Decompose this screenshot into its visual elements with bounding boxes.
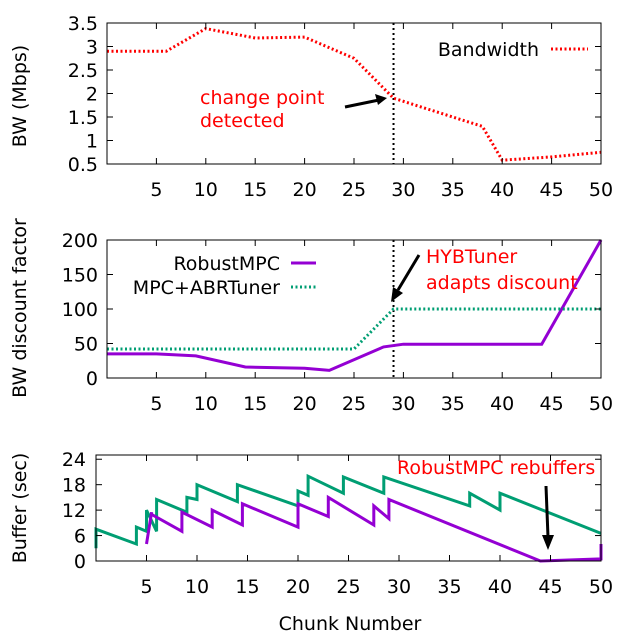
- xtick-label: 35: [441, 393, 465, 415]
- panel3-annotation-line1: RobustMPC rebuffers: [397, 457, 595, 479]
- xtick-label: 35: [441, 179, 465, 201]
- ytick-label: 50: [74, 334, 98, 356]
- xtick-label: 15: [243, 393, 267, 415]
- panel1-annotation-arrowhead: [375, 94, 387, 105]
- ytick-label: 1.5: [68, 107, 98, 129]
- xtick-label: 20: [293, 179, 317, 201]
- ytick-label: 12: [62, 500, 86, 522]
- xtick-label: 30: [391, 393, 415, 415]
- ytick-label: 2.5: [68, 60, 98, 82]
- panel-discount: BW discount factor 5 10 15 20 25 30 35 40 45 50 0 5…: [9, 218, 613, 415]
- panel1-ylabel: BW (Mbps): [9, 45, 31, 147]
- series-line-bandwidth: [107, 27, 602, 162]
- series-line-robustmpc: [107, 239, 603, 372]
- xtick-label: 45: [538, 576, 562, 598]
- panel2-legend: RobustMPC MPC+ABRTuner: [133, 253, 316, 299]
- ytick-label: 0: [74, 551, 86, 573]
- panel2-annotation-arrow: [396, 254, 421, 291]
- xtick-label: 5: [150, 179, 162, 201]
- xtick-label: 30: [387, 576, 411, 598]
- ytick-label: 18: [62, 475, 86, 497]
- series-line-robustmpc: [145, 494, 603, 563]
- xtick-label: 45: [540, 179, 564, 201]
- ytick-label: 3: [86, 37, 98, 59]
- ytick-label: 0: [86, 368, 98, 390]
- xtick-label: 25: [342, 393, 366, 415]
- panel2-ylabel: BW discount factor: [9, 218, 31, 398]
- xtick-label: 40: [488, 576, 512, 598]
- xtick-label: 40: [490, 179, 514, 201]
- panel3-xlabel: Chunk Number: [279, 613, 422, 635]
- xtick-label: 30: [391, 179, 415, 201]
- xtick-label: 20: [293, 393, 317, 415]
- ytick-label: 6: [74, 526, 86, 548]
- xtick-label: 10: [194, 393, 218, 415]
- ytick-label: 3.5: [68, 13, 98, 35]
- xtick-label: 15: [243, 179, 267, 201]
- xtick-label: 5: [140, 576, 152, 598]
- panel3-annotation-arrow: [544, 485, 550, 538]
- ytick-label: 0.5: [68, 154, 98, 176]
- xtick-label: 25: [342, 179, 366, 201]
- panel2-annotation-line2: adapts discount: [426, 272, 578, 294]
- series-line-mpc-abrtuner: [107, 307, 601, 351]
- xtick-label: 15: [235, 576, 259, 598]
- xtick-label: 40: [490, 393, 514, 415]
- panel-buffer: Buffer (sec) Chunk Number 5 10 15 20 25 30 35 4…: [9, 449, 613, 635]
- xtick-label: 35: [437, 576, 461, 598]
- panel2-annotation-arrowhead: [391, 287, 403, 302]
- panel1-legend: Bandwidth: [438, 39, 588, 61]
- xtick-label: 50: [589, 179, 613, 201]
- panel3-annotation-arrowhead: [542, 535, 554, 550]
- xtick-label: 20: [286, 576, 310, 598]
- xtick-label: 50: [589, 576, 613, 598]
- xtick-label: 50: [589, 393, 613, 415]
- xtick-label: 5: [150, 393, 162, 415]
- panel-bandwidth: BW (Mbps) 5 10 15 20 25 30 35 40 45 50 0.511.522.5…: [9, 13, 613, 201]
- xtick-label: 45: [540, 393, 564, 415]
- legend-mpcabrtuner-label: MPC+ABRTuner: [133, 277, 280, 299]
- xtick-label: 10: [185, 576, 209, 598]
- legend-bandwidth-label: Bandwidth: [438, 39, 539, 61]
- panel1-annotation-arrow: [344, 98, 380, 109]
- ytick-label: 200: [62, 230, 98, 252]
- series-line-mpc-abrtuner: [94, 473, 602, 549]
- panel3-ylabel: Buffer (sec): [9, 453, 31, 564]
- ytick-label: 1: [86, 131, 98, 153]
- panel2-annotation-line1: HYBTuner: [426, 246, 517, 268]
- ytick-label: 150: [62, 265, 98, 287]
- legend-robustmpc-label: RobustMPC: [173, 253, 280, 275]
- ytick-label: 24: [62, 449, 86, 471]
- ytick-label: 2: [86, 84, 98, 106]
- ytick-label: 100: [62, 299, 98, 321]
- panel1-annotation-line1: change point: [200, 87, 324, 109]
- xtick-label: 25: [336, 576, 360, 598]
- xtick-label: 10: [194, 179, 218, 201]
- panel1-annotation-line2: detected: [200, 110, 285, 132]
